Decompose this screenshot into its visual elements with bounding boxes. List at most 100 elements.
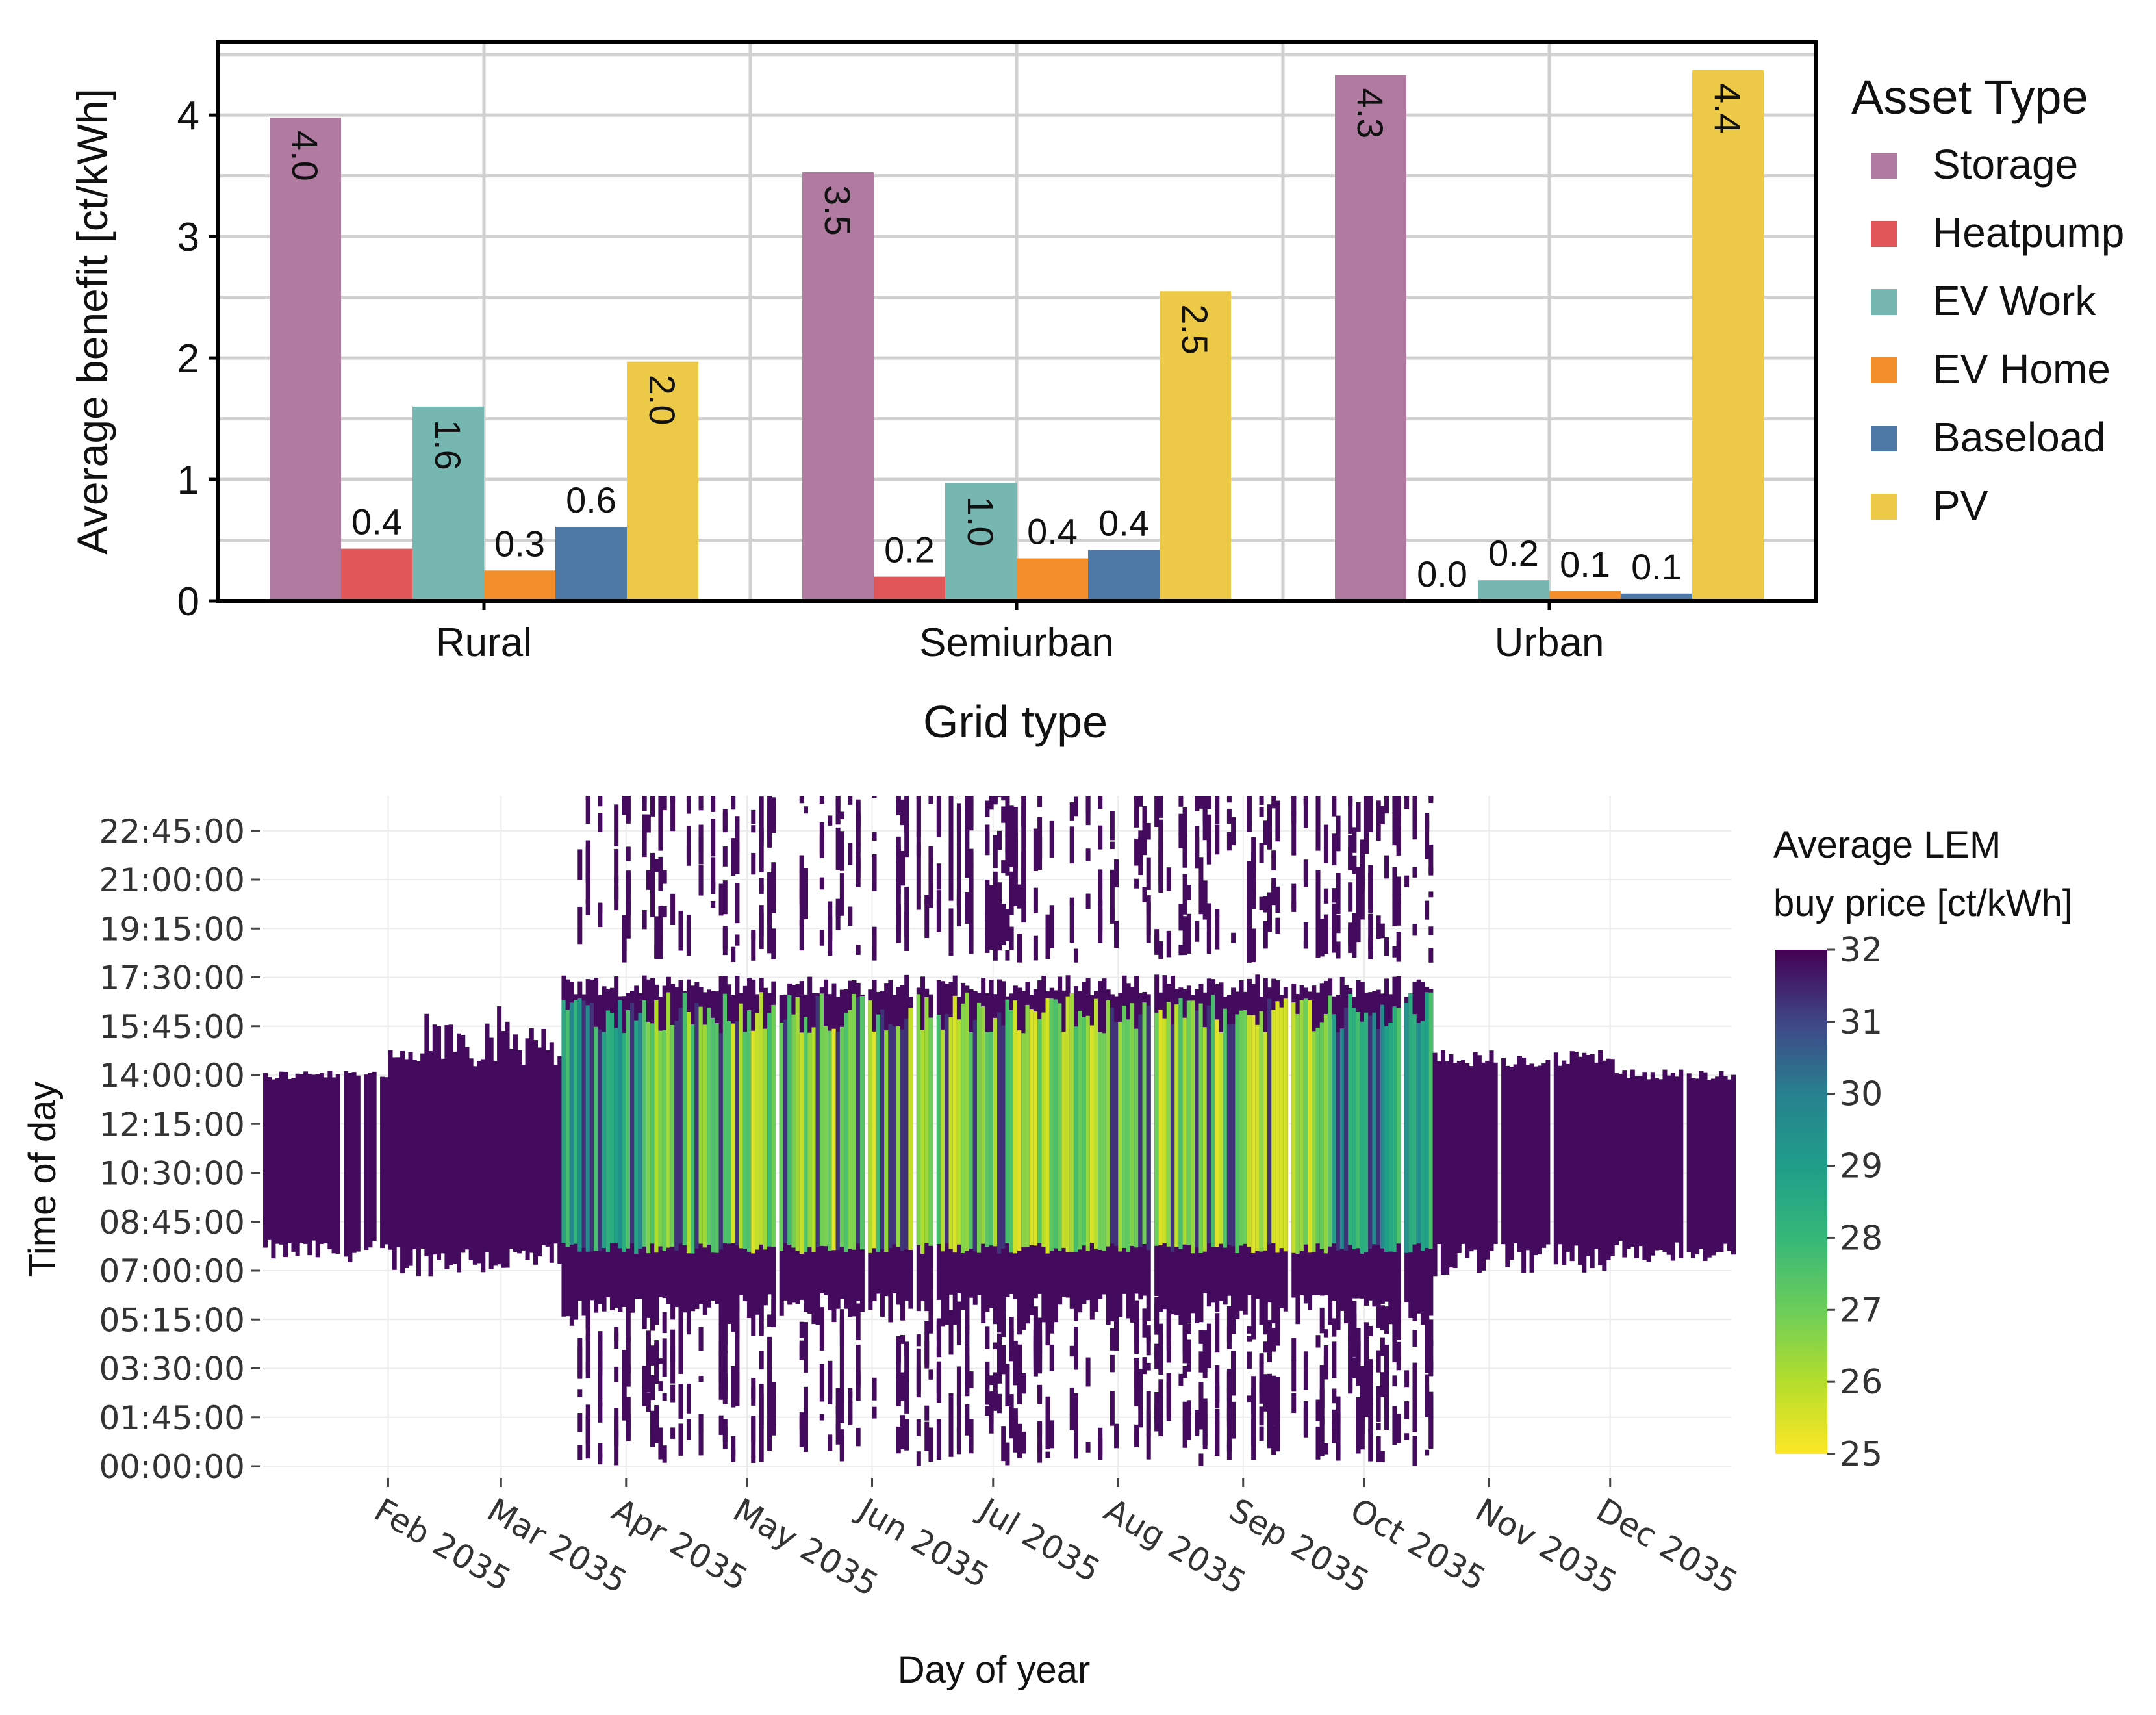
heatmap-cell (828, 1360, 833, 1399)
heatmap-cell (1195, 1428, 1200, 1436)
heatmap-cell (1001, 1297, 1006, 1338)
heatmap-cell (1352, 827, 1357, 853)
heatmap-cell (1360, 854, 1365, 876)
bar-data-label: 0.1 (1631, 546, 1682, 587)
heatmap-cell (355, 1075, 361, 1252)
heatmap-cell (1114, 859, 1119, 888)
heatmap-cell (1206, 903, 1211, 920)
heatmap-cell (541, 1028, 546, 1245)
heatmap-cell (614, 1327, 619, 1341)
heatmap-cell (731, 1366, 736, 1373)
heatmap-cell (1452, 1063, 1458, 1269)
heatmap-cell (1001, 1345, 1006, 1375)
heatmap-cell (1356, 1328, 1361, 1362)
heatmap-cell (1384, 796, 1389, 802)
heatmap-cell (1134, 1028, 1139, 1248)
heatmap-cell (581, 1000, 587, 1248)
heatmap-cell (335, 1074, 340, 1254)
heatmap-cell (1146, 822, 1151, 840)
heatmap-cell (1489, 1050, 1494, 1252)
heatmap-cell (1231, 1401, 1236, 1439)
heatmap-cell (924, 1421, 930, 1451)
heatmap-cell (1283, 998, 1288, 1252)
heatmap-cell (985, 1032, 990, 1247)
heatmap-cell (1319, 919, 1325, 957)
heatmap-cell (791, 1014, 796, 1248)
heatmap-cell (876, 1014, 881, 1252)
heatmap-cell (848, 1010, 853, 1249)
heatmap-cell (1206, 1323, 1211, 1353)
heatmap-cell (1142, 822, 1147, 840)
heatmap-cell (896, 1426, 901, 1454)
heatmap-cell (936, 1321, 941, 1358)
heatmap-cell (1412, 811, 1417, 840)
colorbar-gradient (1775, 950, 1827, 1454)
heatmap-cell (936, 1318, 941, 1328)
heatmap-cell (1247, 1326, 1252, 1334)
heatmap-cell (1017, 939, 1022, 963)
heatmap-cell (997, 1371, 1002, 1384)
heatmap-cell (1158, 941, 1163, 959)
heatmap-cell (856, 1427, 861, 1447)
heatmap-cell (956, 888, 961, 906)
bar-data-label: 0.4 (1027, 511, 1078, 552)
heatmap-cell (735, 1377, 740, 1406)
heatmap-cell (1061, 1032, 1067, 1248)
heatmap-cell (1319, 1307, 1325, 1334)
heatmap-cell (1428, 992, 1434, 1249)
heatmap-cell (856, 1303, 861, 1340)
heatmap-cell (872, 1031, 877, 1249)
heatmap-cell (1299, 1000, 1304, 1251)
heatmap-cell (856, 997, 861, 1244)
heatmap-cell (1312, 1031, 1317, 1252)
heatmap-cell (1202, 796, 1208, 822)
heatmap-cell (1110, 1328, 1115, 1347)
heatmap-cell (654, 1422, 659, 1443)
heatmap-cell (755, 1013, 760, 1250)
heatmap-cell (1114, 1296, 1119, 1340)
heatmap-cell (985, 832, 990, 856)
heatmap-cell (686, 1419, 691, 1440)
heatmap-cell (1356, 1342, 1361, 1386)
heatmap-cell (1154, 1303, 1160, 1330)
heatmap-cell (598, 1443, 603, 1458)
heatmap-cell (731, 1023, 736, 1243)
heatmap-cell (904, 903, 909, 937)
heatmap-cell (1271, 850, 1276, 858)
heatmap-cell (577, 849, 583, 880)
heatmap-cell (1021, 801, 1026, 841)
heatmap-cell (989, 796, 994, 801)
heatmap-cell (803, 1340, 808, 1364)
heatmap-cell (1158, 796, 1163, 818)
heatmap-cell (283, 1071, 288, 1258)
heatmap-y-tick-label: 07:00:00 (99, 1252, 245, 1290)
heatmap-cell (678, 1423, 683, 1450)
heatmap-cell (1332, 1341, 1337, 1378)
heatmap-cell (400, 1050, 405, 1274)
heatmap-cell (1319, 1365, 1325, 1408)
heatmap-cell (702, 1024, 707, 1248)
heatmap-y-tick-label: 12:15:00 (99, 1106, 245, 1143)
bar-x-tick-label: Semiurban (919, 620, 1114, 665)
heatmap-cell (1142, 1358, 1147, 1375)
legend-swatch-pv (1871, 494, 1897, 520)
heatmap-cell (1146, 1325, 1151, 1356)
heatmap-cell (1206, 814, 1211, 850)
heatmap-cell (1158, 822, 1163, 863)
heatmap-cell (372, 1071, 377, 1241)
heatmap-cell (589, 1002, 594, 1252)
heatmap-cell (835, 906, 841, 917)
heatmap-cell (1323, 1014, 1328, 1254)
legend-swatch-ev-work (1871, 289, 1897, 315)
heatmap-cell (799, 888, 804, 926)
heatmap-cell (1271, 1430, 1276, 1455)
heatmap-cell (969, 877, 974, 888)
heatmap-cell (670, 1329, 676, 1362)
heatmap-cell (626, 902, 631, 914)
heatmap-cell (815, 995, 820, 1247)
heatmap-cell (1610, 1059, 1615, 1256)
heatmap-cell (1065, 996, 1071, 1252)
heatmap-cell (585, 846, 590, 880)
heatmap-cell (848, 796, 853, 805)
heatmap-cell (1223, 1008, 1228, 1248)
